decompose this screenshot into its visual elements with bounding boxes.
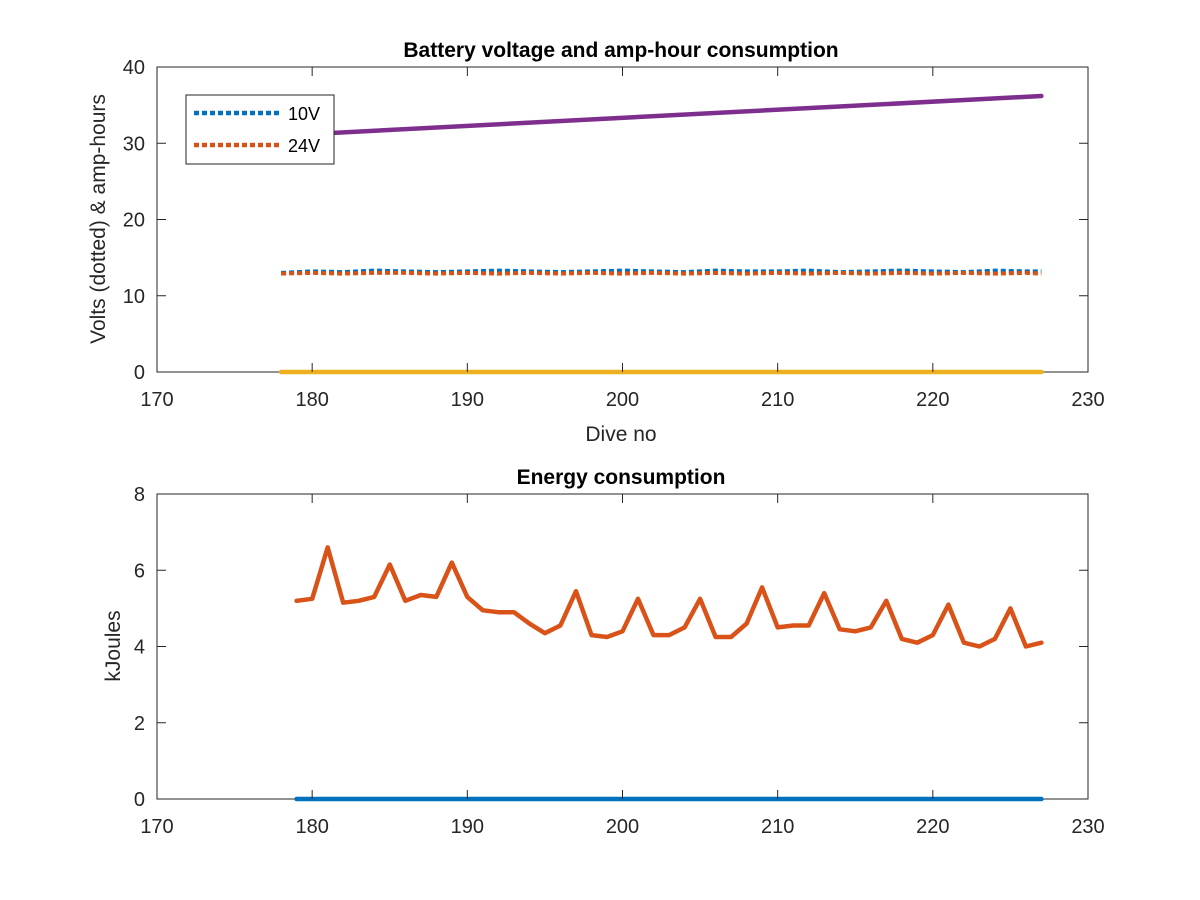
series-line-battery-1 — [281, 270, 1042, 276]
y-tick-label: 6 — [134, 560, 145, 582]
axes-energy-ticks: 170 180 190 200 210 220 230 0 2 4 6 8 — [134, 484, 1105, 838]
y-tick-label: 4 — [134, 637, 145, 659]
x-tick-label: 190 — [451, 389, 484, 411]
y-tick-label: 0 — [134, 789, 145, 811]
x-tick-label: 200 — [606, 389, 639, 411]
y-tick-label: 20 — [123, 210, 145, 232]
axes-energy-plot-area — [294, 545, 1044, 802]
x-tick-label: 230 — [1071, 389, 1104, 411]
x-tick-label: 170 — [140, 389, 173, 411]
axes-battery-plot-area — [278, 93, 1044, 375]
x-tick-label: 180 — [295, 816, 328, 838]
axes-energy-frame — [156, 493, 1089, 800]
x-tick-label: 190 — [451, 816, 484, 838]
x-tick-label: 230 — [1071, 816, 1104, 838]
x-tick-label: 220 — [916, 816, 949, 838]
axes-battery-ticks: 170 180 190 200 210 220 230 0 10 20 30 40 — [123, 57, 1105, 411]
legend: 10V 24V — [185, 94, 335, 165]
x-tick-label: 200 — [606, 816, 639, 838]
y-tick-label: 30 — [123, 133, 145, 155]
legend-label-10v: 10V — [288, 104, 320, 124]
series-line-battery-2 — [278, 93, 1044, 138]
y-tick-label: 40 — [123, 57, 145, 79]
x-tick-label: 170 — [140, 816, 173, 838]
y-tick-label: 0 — [134, 362, 145, 384]
y-tick-label: 10 — [123, 286, 145, 308]
x-tick-label: 220 — [916, 389, 949, 411]
x-axis-label-battery: Dive no — [585, 423, 656, 446]
axes-battery: 170 180 190 200 210 220 230 0 10 20 30 40 Battery v… — [87, 39, 1105, 446]
chart-title-energy: Energy consumption — [517, 466, 726, 489]
x-tick-label: 210 — [761, 816, 794, 838]
x-tick-label: 180 — [295, 389, 328, 411]
legend-box — [185, 94, 335, 165]
y-axis-label-energy: kJoules — [102, 610, 125, 681]
series-line-energy-1 — [294, 545, 1044, 649]
axes-energy: 170 180 190 200 210 220 230 0 2 4 6 8 Energy consum… — [102, 466, 1105, 838]
y-tick-label: 2 — [134, 713, 145, 735]
chart-title-battery: Battery voltage and amp-hour consumption — [403, 39, 838, 62]
x-tick-label: 210 — [761, 389, 794, 411]
y-tick-label: 8 — [134, 484, 145, 506]
y-axis-label-battery: Volts (dotted) & amp-hours — [87, 94, 110, 344]
legend-label-24v: 24V — [288, 136, 320, 156]
